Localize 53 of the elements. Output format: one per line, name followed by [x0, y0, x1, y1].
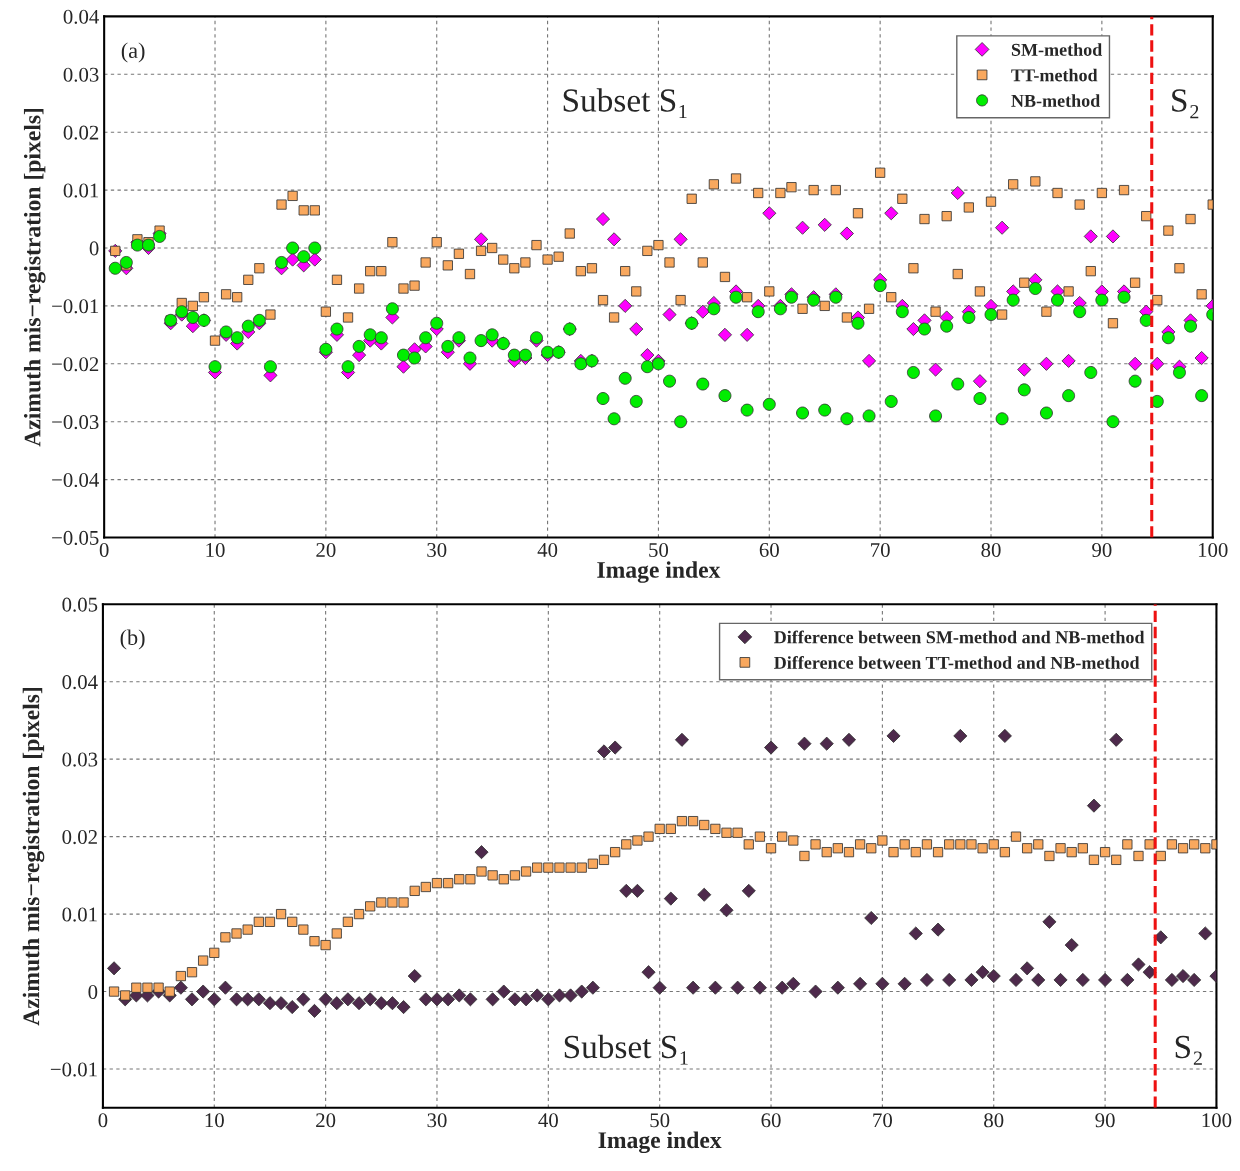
- legend-label: Difference between TT-method and NB-method: [774, 656, 1140, 669]
- y-tick-label: 0.02: [63, 125, 99, 140]
- y-axis-title: Azimuth mis−registration [pixels]: [22, 687, 45, 1026]
- y-tick-label: −0.05: [52, 530, 99, 546]
- x-tick-label: 100: [1198, 542, 1228, 558]
- y-tick-label: 0.03: [63, 67, 99, 82]
- y-tick-label: −0.01: [52, 299, 99, 314]
- annotation: S₂: [1175, 1035, 1202, 1065]
- y-tick-label: 0.03: [62, 752, 98, 767]
- y-tick-label: 0: [89, 241, 99, 256]
- x-tick-label: 50: [649, 542, 669, 558]
- annotation: S₂: [1172, 89, 1199, 119]
- legend-label: SM-method: [1011, 43, 1103, 56]
- x-tick-label: 60: [759, 542, 779, 558]
- x-axis-title: Image index: [598, 1131, 722, 1154]
- annotation: Subset S₁: [564, 1034, 688, 1065]
- x-tick-label: 0: [99, 542, 109, 558]
- y-axis-title: Azimuth mis−registration [pixels]: [23, 108, 46, 447]
- x-tick-label: 100: [1202, 1113, 1232, 1128]
- x-tick-label: 20: [316, 1113, 336, 1128]
- annotation: Subset S₁: [563, 88, 687, 119]
- y-tick-label: −0.01: [50, 1062, 97, 1077]
- x-tick-label: 70: [871, 542, 890, 558]
- y-tick-label: 0.01: [62, 907, 97, 922]
- y-tick-label: −0.04: [52, 472, 99, 488]
- x-tick-label: 40: [538, 1113, 558, 1128]
- x-axis-title: Image index: [597, 561, 721, 583]
- x-tick-label: 50: [650, 1113, 670, 1128]
- annotation: (a): [121, 42, 145, 63]
- y-tick-label: 0.05: [62, 597, 98, 612]
- x-tick-label: 30: [427, 1113, 447, 1128]
- x-tick-label: 20: [316, 542, 336, 558]
- x-tick-label: 10: [206, 542, 225, 558]
- x-tick-label: 40: [537, 542, 558, 558]
- x-tick-label: 10: [205, 1113, 224, 1128]
- y-tick-label: 0.04: [63, 9, 99, 24]
- y-tick-label: −0.03: [52, 415, 99, 430]
- x-tick-label: 80: [981, 542, 1001, 558]
- x-tick-label: 30: [427, 542, 447, 558]
- y-tick-label: 0: [88, 984, 98, 999]
- x-tick-label: 70: [873, 1113, 893, 1128]
- y-tick-label: 0.01: [63, 183, 99, 198]
- x-tick-label: 90: [1095, 1113, 1115, 1128]
- y-tick-label: 0.02: [62, 830, 97, 845]
- legend-label: NB-method: [1011, 94, 1101, 107]
- legend-label: Difference between SM-method and NB-method: [774, 630, 1145, 644]
- legend-label: TT-method: [1011, 68, 1098, 82]
- x-tick-label: 80: [984, 1113, 1004, 1128]
- x-tick-label: 60: [761, 1113, 781, 1128]
- y-tick-label: 0.04: [62, 675, 98, 690]
- x-tick-label: 90: [1092, 542, 1112, 558]
- y-tick-label: −0.02: [52, 357, 99, 372]
- annotation: (b): [120, 629, 145, 650]
